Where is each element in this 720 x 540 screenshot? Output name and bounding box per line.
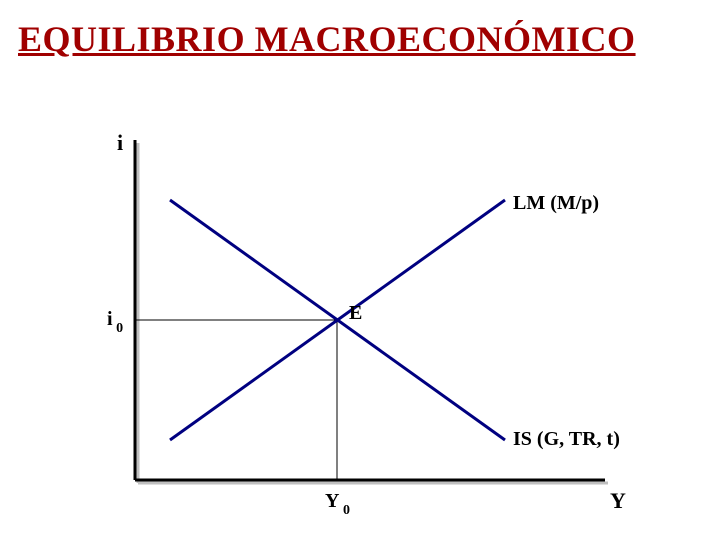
lm-curve-label: LM (M/p) <box>513 192 599 215</box>
chart-svg <box>115 130 635 510</box>
is-curve-label: IS (G, TR, t) <box>513 428 620 451</box>
equilibrium-label: E <box>349 302 362 325</box>
islm-diagram: i i 0 LM (M/p) E IS (G, TR, t) Y 0 Y <box>115 130 635 510</box>
page-title: EQUILIBRIO MACROECONÓMICO <box>18 18 636 60</box>
y0-label: Y 0 <box>325 490 350 517</box>
i0-label: i 0 <box>107 308 123 335</box>
x-axis-label: Y <box>610 488 626 514</box>
y-axis-label: i <box>117 130 123 156</box>
